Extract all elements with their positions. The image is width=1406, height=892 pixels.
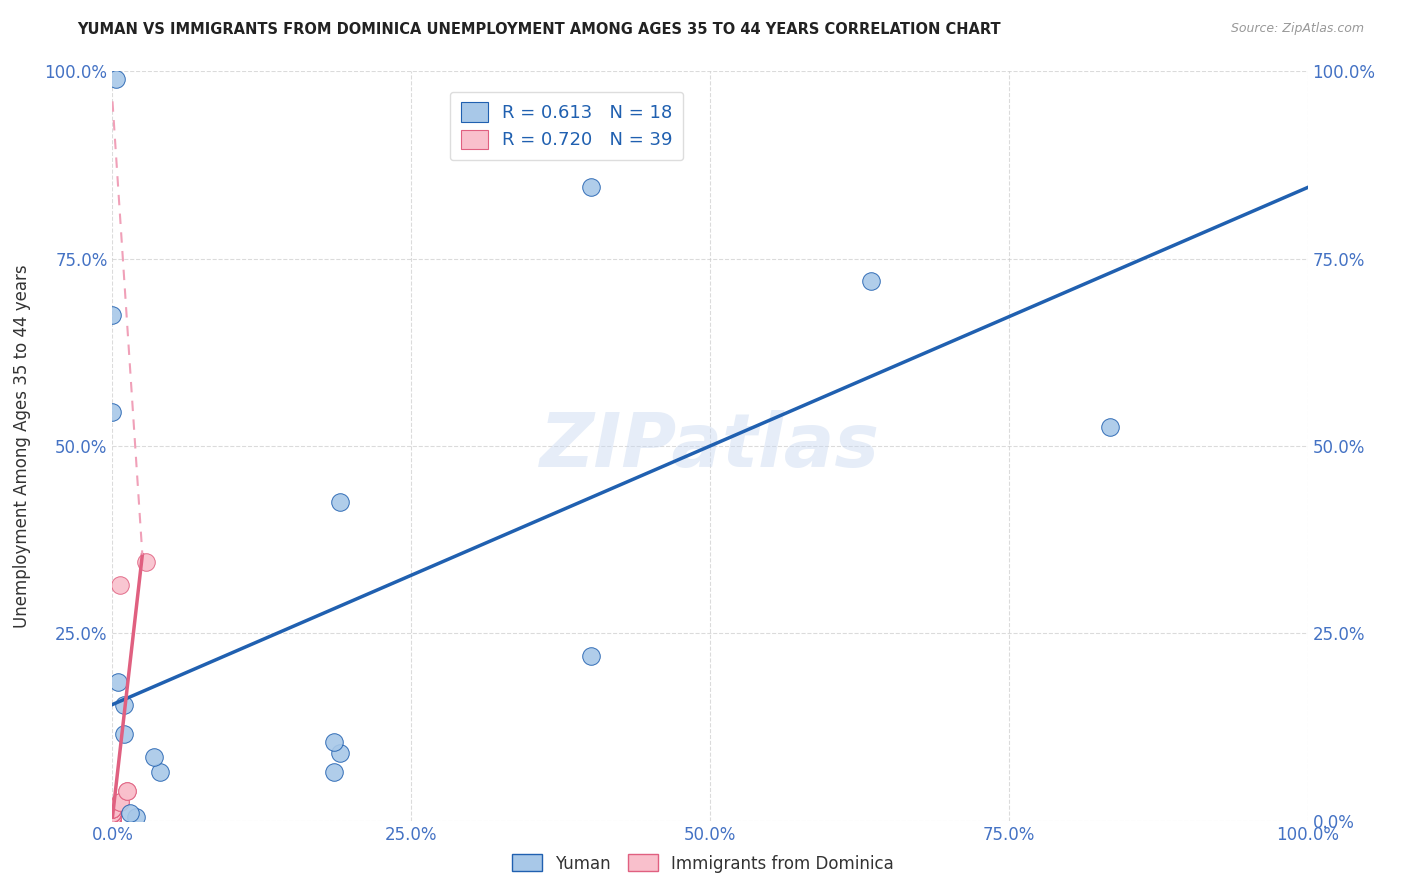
Point bbox=[101, 814, 124, 828]
Point bbox=[101, 806, 124, 821]
Point bbox=[101, 814, 124, 828]
Point bbox=[101, 814, 124, 828]
Point bbox=[114, 698, 135, 712]
Point bbox=[143, 750, 166, 764]
Point bbox=[101, 810, 124, 824]
Point bbox=[101, 810, 124, 824]
Text: ZIPatlas: ZIPatlas bbox=[540, 409, 880, 483]
Y-axis label: Unemployment Among Ages 35 to 44 years: Unemployment Among Ages 35 to 44 years bbox=[13, 264, 31, 628]
Point bbox=[101, 802, 124, 816]
Point bbox=[101, 806, 124, 821]
Point bbox=[101, 806, 124, 821]
Point bbox=[125, 810, 148, 824]
Point bbox=[108, 795, 131, 809]
Point bbox=[329, 746, 352, 760]
Point bbox=[329, 495, 352, 509]
Point bbox=[101, 814, 124, 828]
Point bbox=[101, 806, 124, 821]
Point bbox=[101, 814, 124, 828]
Point bbox=[101, 810, 124, 824]
Point bbox=[101, 308, 124, 322]
Point bbox=[101, 814, 124, 828]
Legend: Yuman, Immigrants from Dominica: Yuman, Immigrants from Dominica bbox=[506, 847, 900, 880]
Point bbox=[101, 814, 124, 828]
Point bbox=[114, 727, 135, 741]
Point bbox=[1099, 420, 1122, 434]
Text: YUMAN VS IMMIGRANTS FROM DOMINICA UNEMPLOYMENT AMONG AGES 35 TO 44 YEARS CORRELA: YUMAN VS IMMIGRANTS FROM DOMINICA UNEMPL… bbox=[77, 22, 1001, 37]
Point bbox=[101, 814, 124, 828]
Point bbox=[101, 814, 124, 828]
Point bbox=[101, 405, 124, 419]
Point bbox=[101, 802, 124, 816]
Point bbox=[101, 814, 124, 828]
Point bbox=[120, 806, 142, 821]
Point bbox=[101, 814, 124, 828]
Point bbox=[101, 814, 124, 828]
Point bbox=[115, 783, 138, 797]
Point bbox=[135, 555, 157, 569]
Text: Source: ZipAtlas.com: Source: ZipAtlas.com bbox=[1230, 22, 1364, 36]
Point bbox=[322, 735, 344, 749]
Point bbox=[101, 802, 124, 816]
Point bbox=[101, 810, 124, 824]
Point bbox=[101, 814, 124, 828]
Point bbox=[108, 795, 131, 809]
Point bbox=[322, 764, 344, 779]
Point bbox=[108, 577, 131, 591]
Point bbox=[107, 675, 129, 690]
Point bbox=[101, 814, 124, 828]
Point bbox=[149, 764, 172, 779]
Point bbox=[101, 810, 124, 824]
Point bbox=[101, 814, 124, 828]
Point bbox=[579, 648, 602, 663]
Point bbox=[115, 783, 138, 797]
Point bbox=[101, 814, 124, 828]
Point bbox=[101, 806, 124, 821]
Point bbox=[579, 180, 602, 194]
Point bbox=[101, 814, 124, 828]
Point bbox=[101, 802, 124, 816]
Point bbox=[105, 71, 128, 86]
Point bbox=[860, 274, 883, 288]
Legend: R = 0.613   N = 18, R = 0.720   N = 39: R = 0.613 N = 18, R = 0.720 N = 39 bbox=[450, 92, 683, 161]
Point bbox=[101, 814, 124, 828]
Point bbox=[101, 806, 124, 821]
